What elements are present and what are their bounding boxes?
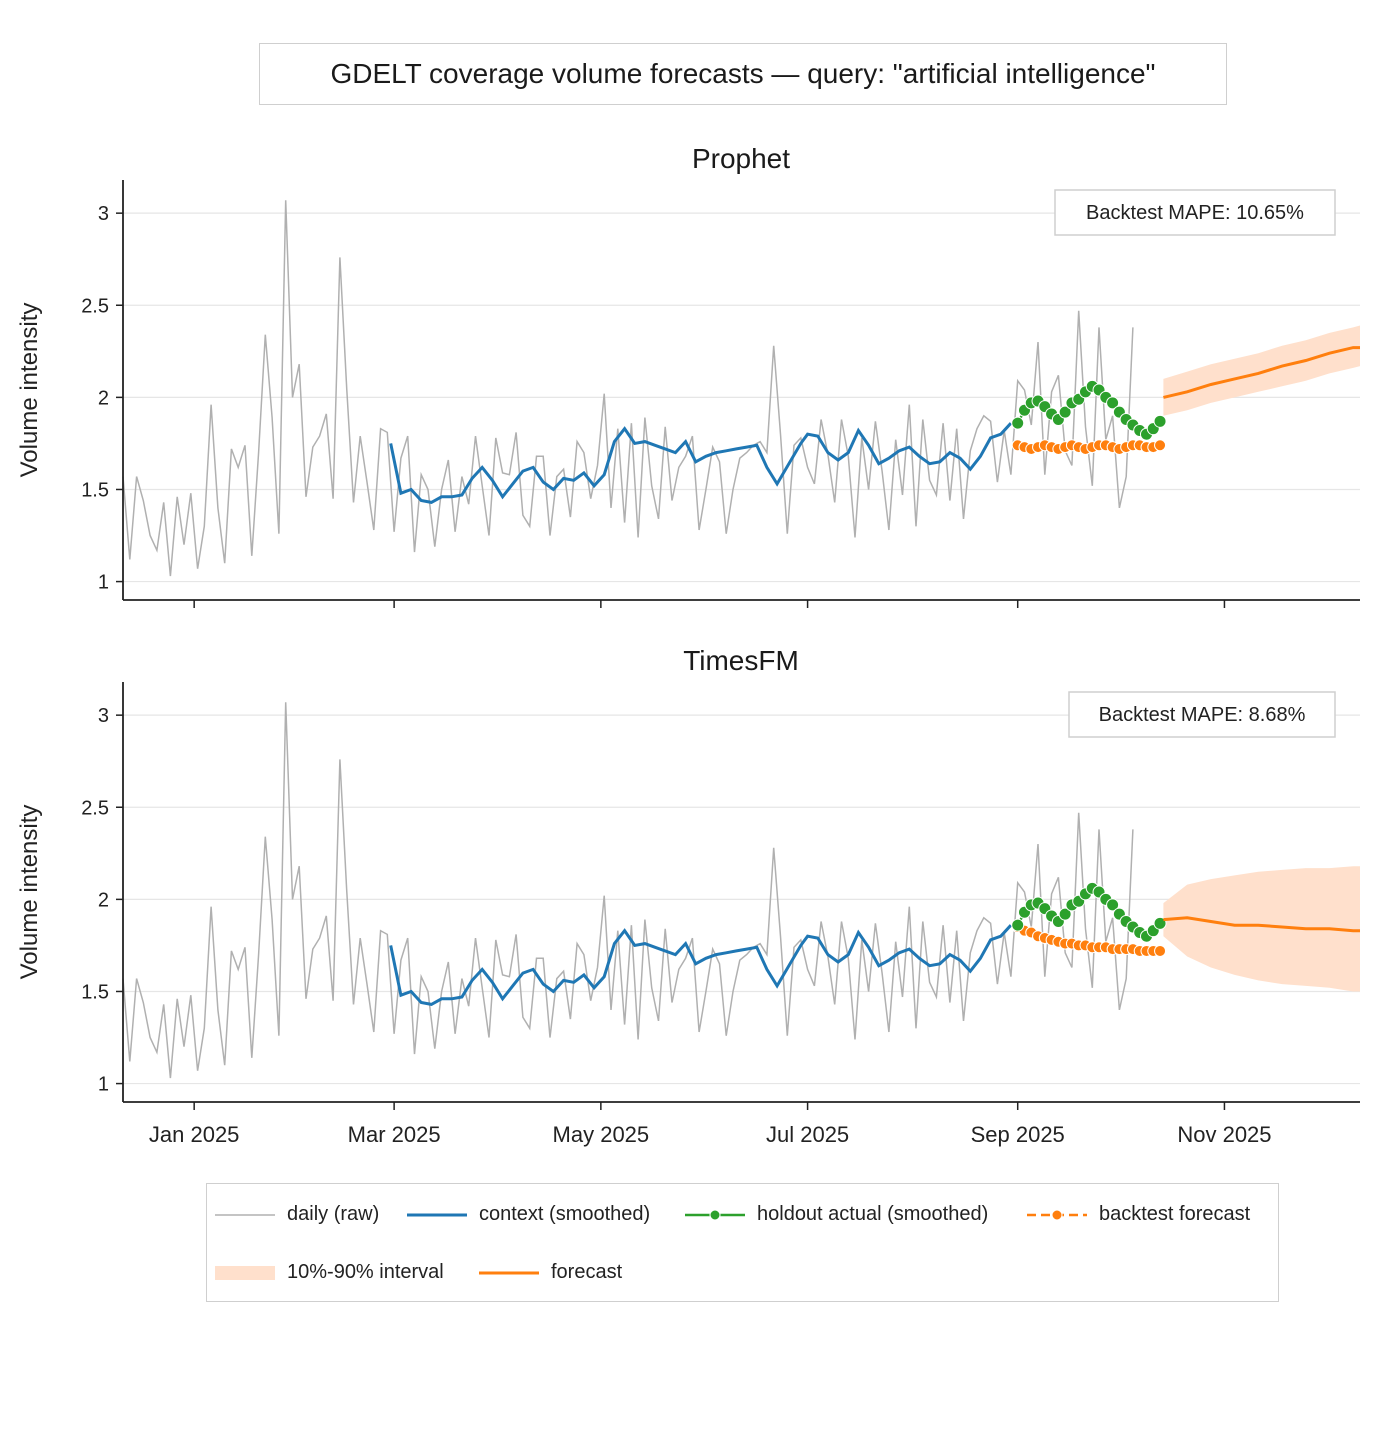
prophet-plot-area: 1 1.5 2 2.5 3 <box>81 180 1360 608</box>
legend-item-holdout: holdout actual (smoothed) <box>685 1203 988 1226</box>
legend-label: daily (raw) <box>287 1203 380 1225</box>
legend-label: context (smoothed) <box>479 1203 651 1225</box>
holdout-point <box>1106 396 1120 410</box>
y-tick-label: 1 <box>98 572 109 594</box>
holdout-point <box>1011 918 1025 932</box>
holdout-point <box>1058 405 1072 419</box>
timesfm-plot-area: 1 1.5 2 2.5 3 Jan 2025 Mar 2025 May 2025 Jul 202… <box>81 682 1360 1147</box>
legend-item-raw: daily (raw) <box>215 1203 379 1226</box>
legend: daily (raw) context (smoothed) holdout a… <box>206 1183 1279 1302</box>
x-tick-label: Jul 2025 <box>766 1122 849 1147</box>
backtest-point <box>1154 944 1167 957</box>
holdout-point <box>1106 898 1120 912</box>
context-line-swatch <box>407 1213 467 1216</box>
y-tick-label: 1 <box>98 1074 109 1096</box>
legend-label: holdout actual (smoothed) <box>757 1203 989 1225</box>
mape-annotation: Backtest MAPE: 10.65% <box>1054 189 1336 236</box>
mape-text: Backtest MAPE: 10.65% <box>1086 202 1304 224</box>
y-tick-label: 1.5 <box>81 981 109 1003</box>
prophet-panel: Prophet Volume intensity 1 1.5 2 2.5 3 Backt… <box>16 143 1360 608</box>
context-smoothed-line <box>389 924 1013 1006</box>
panel-title: Prophet <box>692 143 790 174</box>
backtest-point <box>1154 439 1167 452</box>
holdout-marker-swatch <box>685 1209 745 1220</box>
context-smoothed-line <box>389 422 1013 504</box>
y-tick-label: 2 <box>98 889 109 911</box>
forecast-line <box>1163 346 1360 399</box>
forecast-line <box>1163 916 1360 933</box>
y-tick-label: 3 <box>98 705 109 727</box>
holdout-point <box>1058 907 1072 921</box>
y-tick-label: 3 <box>98 203 109 225</box>
x-tick-label: Mar 2025 <box>348 1122 441 1147</box>
legend-label: backtest forecast <box>1099 1203 1251 1225</box>
figure-title: GDELT coverage volume forecasts — query:… <box>259 43 1227 105</box>
x-tick-label: Nov 2025 <box>1177 1122 1271 1147</box>
raw-daily-line <box>122 200 1134 577</box>
y-axis-label: Volume intensity <box>16 303 43 478</box>
x-tick-label: Sep 2025 <box>971 1122 1065 1147</box>
y-tick-label: 2.5 <box>81 295 109 317</box>
legend-item-interval: 10%-90% interval <box>215 1261 444 1284</box>
legend-item-forecast: forecast <box>479 1261 622 1284</box>
raw-line-swatch <box>215 1213 275 1216</box>
panel-title: TimesFM <box>683 645 799 676</box>
mape-text: Backtest MAPE: 8.68% <box>1099 704 1306 726</box>
y-tick-label: 2.5 <box>81 797 109 819</box>
legend-item-backtest: backtest forecast <box>1027 1203 1250 1226</box>
forecast-interval-band <box>1163 325 1360 416</box>
legend-label: forecast <box>551 1261 623 1283</box>
mape-annotation: Backtest MAPE: 8.68% <box>1068 691 1336 738</box>
timesfm-panel: TimesFM Volume intensity 1 1.5 2 2.5 3 Jan 20… <box>16 645 1360 1147</box>
holdout-point <box>1011 416 1025 430</box>
y-axis-label: Volume intensity <box>16 805 43 980</box>
y-tick-label: 1.5 <box>81 479 109 501</box>
backtest-marker-swatch <box>1027 1209 1087 1220</box>
interval-band-swatch <box>215 1265 275 1280</box>
y-tick-label: 2 <box>98 387 109 409</box>
holdout-point <box>1153 916 1167 930</box>
x-tick-label: May 2025 <box>553 1122 650 1147</box>
raw-daily-line <box>122 702 1134 1079</box>
forecast-interval-band <box>1163 866 1360 992</box>
forecast-line-swatch <box>479 1271 539 1274</box>
legend-label: 10%-90% interval <box>287 1261 444 1283</box>
holdout-point <box>1153 414 1167 428</box>
x-tick-label: Jan 2025 <box>149 1122 240 1147</box>
legend-item-context: context (smoothed) <box>407 1203 650 1226</box>
